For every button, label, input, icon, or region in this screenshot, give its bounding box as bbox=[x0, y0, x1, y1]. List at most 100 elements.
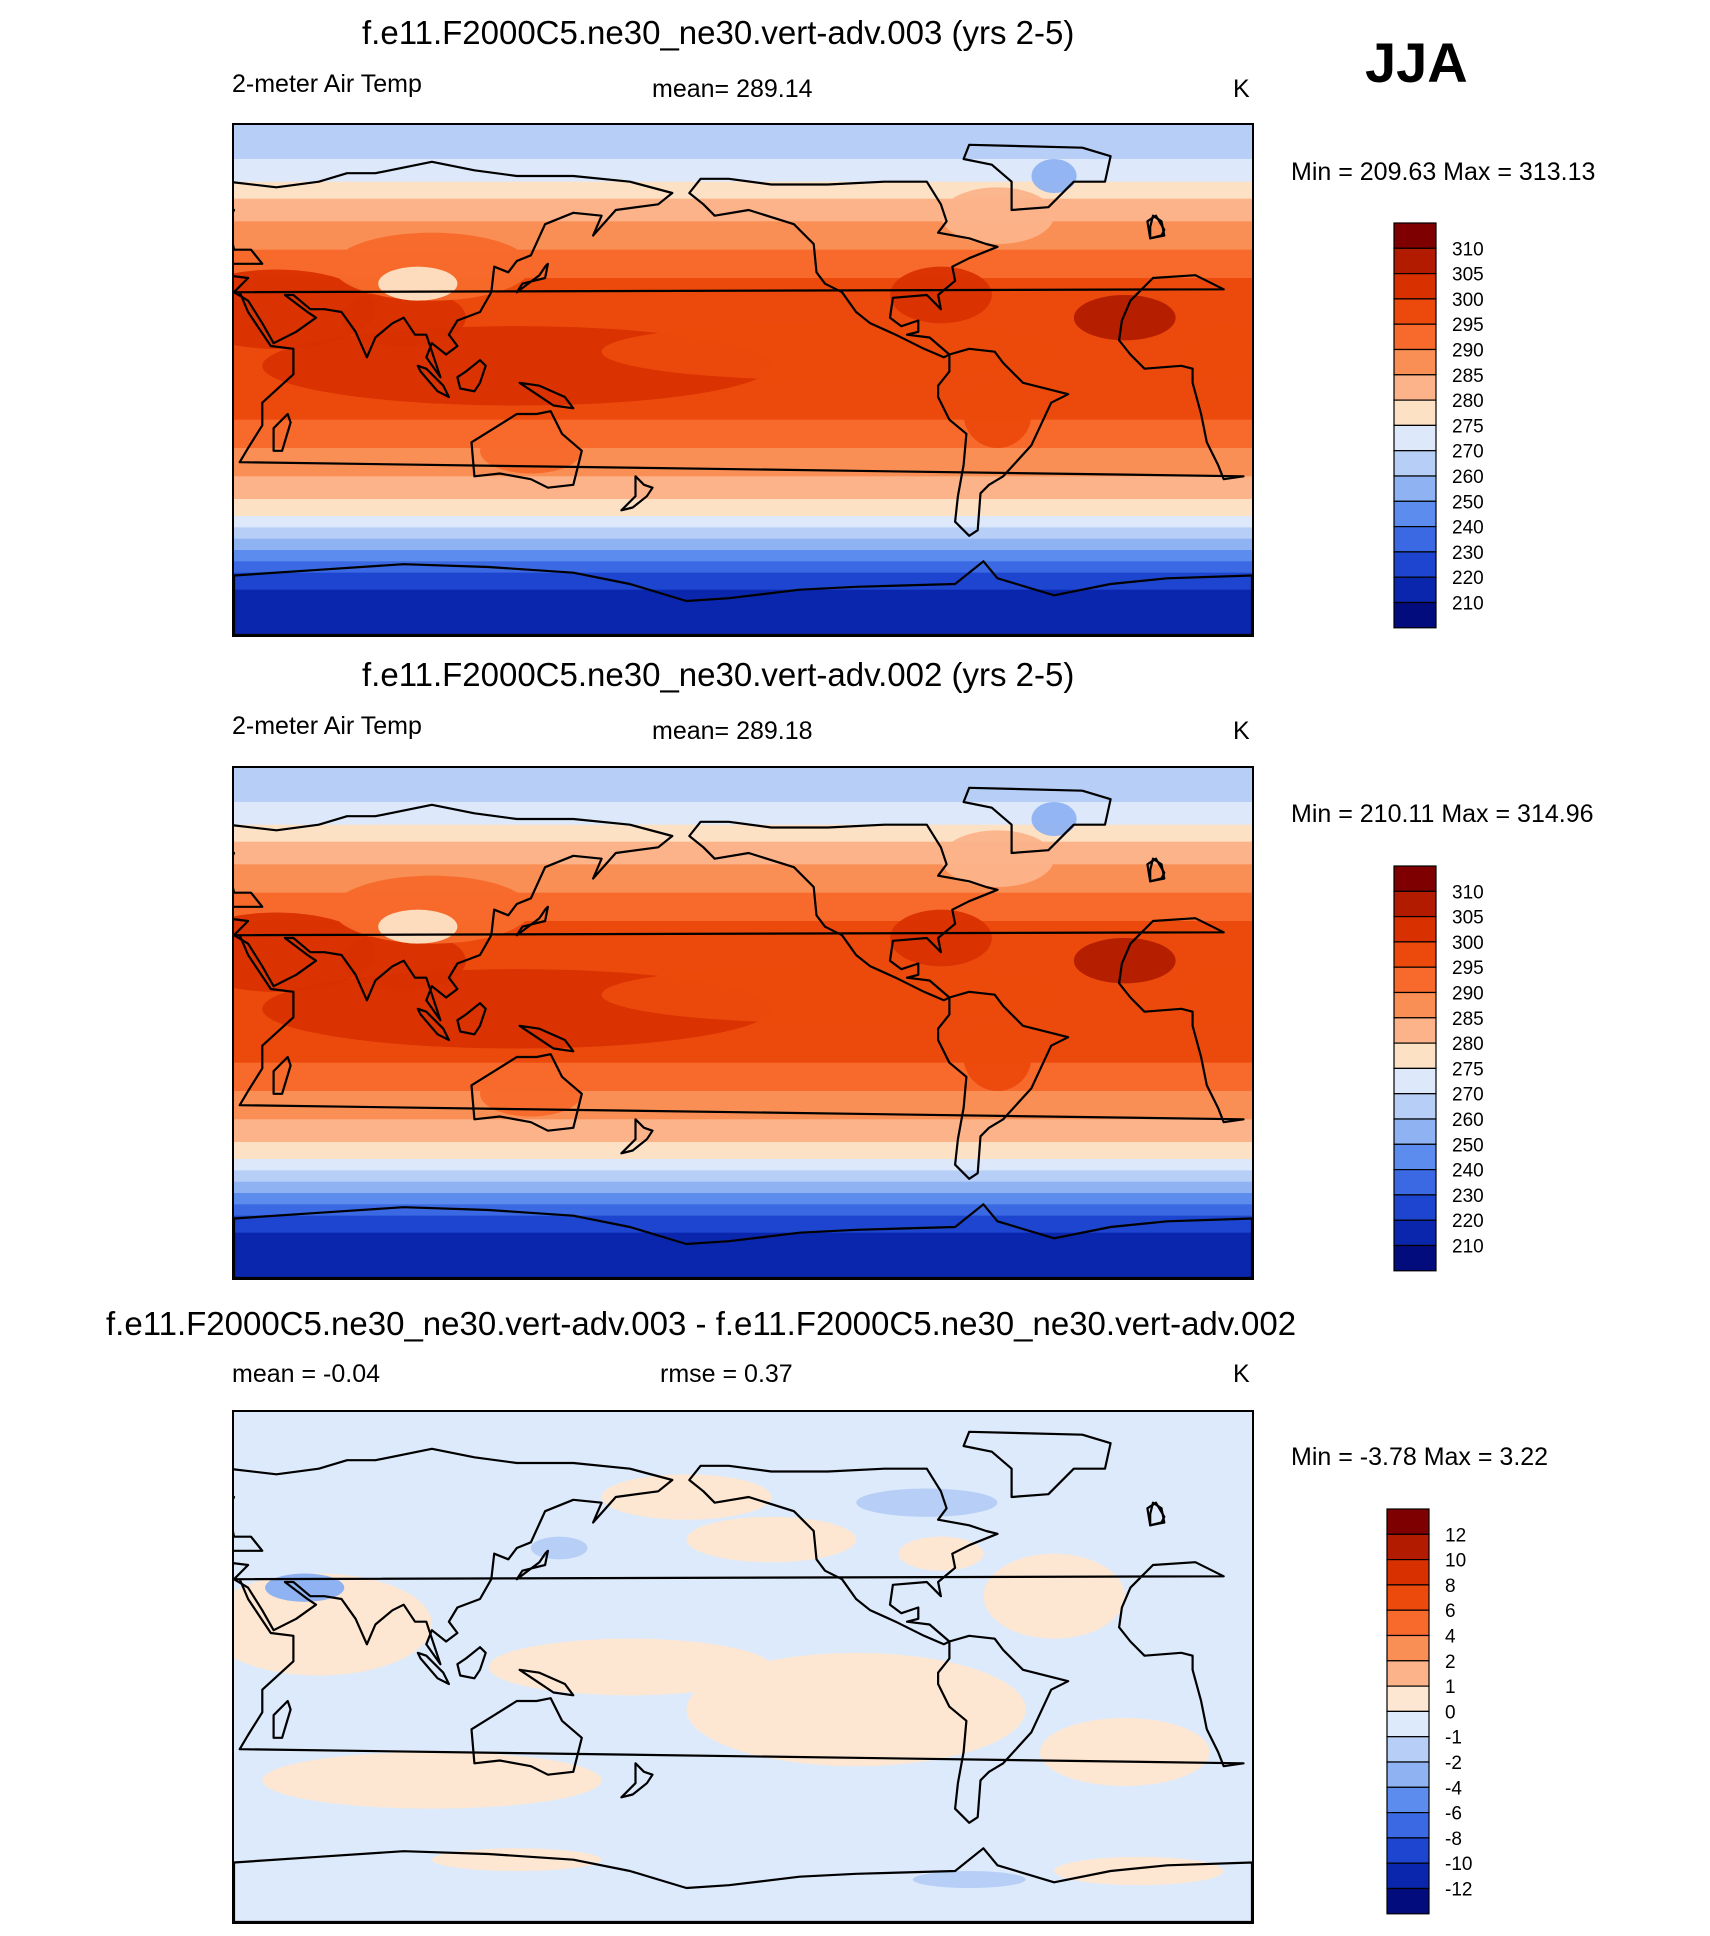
coastline-newguinea bbox=[518, 1668, 575, 1697]
temperature-contour bbox=[1031, 159, 1077, 193]
colorbar-swatch bbox=[1393, 475, 1437, 502]
colorbar-swatch bbox=[1386, 1533, 1430, 1561]
colorbar-swatch bbox=[1393, 500, 1437, 528]
coastline-nz bbox=[620, 1118, 654, 1155]
difference-contour-negative bbox=[856, 1488, 998, 1517]
colorbar-swatch bbox=[1393, 915, 1437, 943]
panel-2-variable: 2-meter Air Temp bbox=[232, 712, 422, 740]
colorbar-label: 0 bbox=[1445, 1702, 1456, 1723]
panel-2-title: f.e11.F2000C5.ne30_ne30.vert-adv.002 (yr… bbox=[362, 656, 1075, 693]
colorbar-swatch bbox=[1386, 1812, 1430, 1839]
difference-contour-negative bbox=[912, 1871, 1026, 1888]
temperature-band bbox=[234, 572, 1252, 591]
colorbar-svg: 310 305 300 295 290 285 280 275 270 260 250 240 230 2… bbox=[1393, 222, 1484, 629]
colorbar-label: -2 bbox=[1445, 1753, 1462, 1774]
coastline-antarctica bbox=[234, 560, 1252, 635]
difference-contour-positive bbox=[686, 1652, 1026, 1767]
difference-contour-positive bbox=[601, 1474, 772, 1520]
colorbar-label: 220 bbox=[1452, 1211, 1484, 1232]
colorbar-swatch bbox=[1393, 1194, 1437, 1221]
colorbar-swatch bbox=[1386, 1887, 1430, 1915]
coastline-eurasia bbox=[234, 1447, 674, 1666]
temperature-contour bbox=[940, 187, 1055, 244]
temperature-band bbox=[234, 768, 1252, 803]
colorbar-label: -1 bbox=[1445, 1728, 1462, 1749]
temperature-band bbox=[234, 1119, 1252, 1143]
coastline-namerica bbox=[688, 177, 999, 359]
temperature-band bbox=[234, 159, 1252, 183]
colorbar-label: 285 bbox=[1452, 1009, 1484, 1030]
colorbar-swatch bbox=[1393, 1169, 1437, 1196]
coastline-sumatra bbox=[416, 1651, 450, 1686]
coastline-uk2 bbox=[1146, 1501, 1166, 1527]
colorbar-label: 270 bbox=[1452, 442, 1484, 463]
colorbar-swatch bbox=[1393, 323, 1437, 351]
coastline-namerica bbox=[688, 1464, 999, 1646]
coastline-africa bbox=[234, 917, 1245, 1124]
colorbar-label: 305 bbox=[1452, 908, 1484, 929]
colorbar-label: -6 bbox=[1445, 1804, 1462, 1825]
colorbar-label: 285 bbox=[1452, 366, 1484, 387]
colorbar-label: 310 bbox=[1452, 239, 1484, 260]
coastline-japan bbox=[515, 1549, 549, 1581]
difference-contour-positive bbox=[1054, 1856, 1224, 1886]
colorbar-label: 260 bbox=[1452, 1110, 1484, 1131]
coastline-nz bbox=[620, 1762, 654, 1799]
colorbar-label: 295 bbox=[1452, 958, 1484, 979]
colorbar-swatch bbox=[1386, 1634, 1430, 1662]
colorbar-label: 210 bbox=[1452, 1237, 1484, 1258]
coastline-madagascar bbox=[272, 1055, 292, 1095]
panel-1-mean: mean= 289.14 bbox=[652, 75, 813, 103]
colorbar-swatch bbox=[1393, 1067, 1437, 1095]
colorbar-swatch bbox=[1393, 399, 1437, 427]
colorbar-swatch bbox=[1386, 1761, 1430, 1788]
temperature-contour bbox=[378, 266, 458, 301]
coastline-australia bbox=[470, 1697, 583, 1776]
colorbar-swatch bbox=[1393, 450, 1437, 477]
temperature-contour bbox=[940, 830, 1055, 887]
colorbar-label: 250 bbox=[1452, 492, 1484, 513]
coastline-borneo bbox=[456, 1646, 487, 1680]
panel-3-minmax: Min = -3.78 Max = 3.22 bbox=[1291, 1443, 1549, 1471]
coastline-greenland bbox=[962, 143, 1112, 212]
colorbar-swatch bbox=[1386, 1609, 1430, 1637]
temperature-contour bbox=[1195, 323, 1252, 380]
colorbar-swatch bbox=[1393, 601, 1437, 629]
colorbar-label: 12 bbox=[1445, 1525, 1466, 1546]
temperature-band bbox=[234, 181, 1252, 200]
colorbar-label: 270 bbox=[1452, 1085, 1484, 1106]
temperature-band bbox=[234, 1091, 1252, 1120]
coastline-eurasia bbox=[234, 160, 674, 379]
coastline-greenland bbox=[962, 1430, 1112, 1499]
panel-3-mean: mean = -0.04 bbox=[232, 1360, 381, 1388]
colorbar-label: 260 bbox=[1452, 467, 1484, 488]
panel-2-colorbar: 310 305 300 295 290 285 280 275 270 260 250 240 230 2… bbox=[1393, 865, 1543, 1279]
colorbar-swatch bbox=[1393, 348, 1437, 376]
coastline-madagascar bbox=[272, 412, 292, 452]
panel-3-colorbar: 12 10 8 6 4 2 1 0 -1 -2 -4 -6 -8 -10 -12 bbox=[1386, 1508, 1536, 1922]
panel-3-units: K bbox=[1233, 1360, 1250, 1388]
temperature-band bbox=[234, 1142, 1252, 1160]
coastline-newguinea bbox=[518, 381, 575, 410]
colorbar-label: -10 bbox=[1445, 1854, 1472, 1875]
temperature-band bbox=[234, 1159, 1252, 1171]
colorbar-label: 280 bbox=[1452, 391, 1484, 412]
temperature-band bbox=[234, 538, 1252, 551]
coastline-nz bbox=[620, 475, 654, 512]
colorbar-label: 10 bbox=[1445, 1551, 1466, 1572]
coastline-japan bbox=[515, 905, 549, 937]
colorbar-swatch bbox=[1393, 991, 1437, 1019]
difference-contour-positive bbox=[1039, 1718, 1210, 1786]
panel-1-title: f.e11.F2000C5.ne30_ne30.vert-adv.003 (yr… bbox=[362, 14, 1075, 51]
temperature-contour bbox=[378, 909, 458, 944]
panel-3-title: f.e11.F2000C5.ne30_ne30.vert-adv.003 - f… bbox=[106, 1305, 1297, 1342]
temperature-contour bbox=[480, 1071, 582, 1117]
coastline-uk2 bbox=[1146, 857, 1166, 883]
colorbar-swatch bbox=[1386, 1685, 1430, 1713]
colorbar-swatch bbox=[1393, 222, 1437, 249]
coastline-australia bbox=[470, 1053, 583, 1132]
panel-3-rmse: rmse = 0.37 bbox=[660, 1360, 793, 1388]
colorbar-swatch bbox=[1393, 966, 1437, 994]
temperature-band bbox=[234, 448, 1252, 477]
difference-contour-negative bbox=[265, 1573, 345, 1602]
